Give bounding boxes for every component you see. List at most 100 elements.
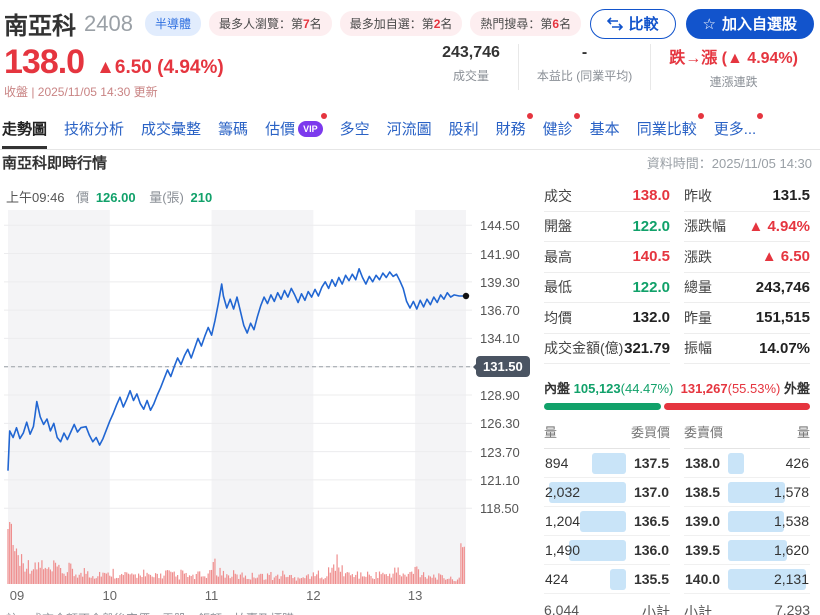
ask-column: 委賣價 量 138.0 426 138.5 1,578 139.0 1,538 139.5 1… xyxy=(684,422,810,615)
y-tick: 144.50 xyxy=(480,218,520,234)
tab-river[interactable]: 河流圖 xyxy=(387,110,432,149)
quote-label: 總量 xyxy=(684,279,712,296)
x-tick: 13 xyxy=(408,588,422,603)
quote-row: 最低 122.0 xyxy=(544,273,670,303)
quote-value: ▲ 4.94% xyxy=(748,217,810,235)
header-stats: 243,746 成交量 - 本益比 (同業平均) 跌→漲 (▲ 4.94%) 連漲連跌 xyxy=(424,44,816,90)
stock-name: 南亞科 xyxy=(4,13,76,40)
quote-value: 243,746 xyxy=(755,278,810,296)
tab-label: 走勢圖 xyxy=(2,121,48,138)
bid-column: 量 委買價 894 137.5 2,032 137.0 1,204 136.5 1,490 1… xyxy=(544,422,670,615)
update-time: 收盤 | 2025/11/05 14:30 更新 xyxy=(4,85,158,99)
ask-qty: 426 xyxy=(785,455,809,471)
notification-dot xyxy=(573,113,580,119)
inner-label: 內盤 xyxy=(544,381,571,396)
quote-value: 122.0 xyxy=(632,217,670,235)
y-tick: 134.10 xyxy=(480,331,520,347)
quote-label: 昨收 xyxy=(684,187,712,204)
bid-volume-bar xyxy=(569,540,626,561)
outer-bar xyxy=(663,403,810,410)
hot-search-tag[interactable]: 熱門搜尋：第6名 xyxy=(470,11,582,36)
quote-label: 最低 xyxy=(544,279,572,296)
bid-row: 2,032 137.0 xyxy=(544,478,670,507)
chart-note: 註：成交金額不含盤後定價、零股、鉅額、拍賣及標購 xyxy=(6,610,536,615)
tab-chips[interactable]: 籌碼 xyxy=(218,110,248,149)
subtotal-label: 小計 xyxy=(642,604,670,615)
tab-label: 同業比較 xyxy=(636,121,697,138)
tab-basic[interactable]: 基本 xyxy=(590,110,620,149)
bid-volume-bar xyxy=(609,569,626,590)
tab-long-short[interactable]: 多空 xyxy=(340,110,370,149)
quote-value: 140.5 xyxy=(632,248,670,266)
industry-tag[interactable]: 半導體 xyxy=(144,11,201,36)
ask-price: 140.0 xyxy=(685,571,721,587)
ask-price: 139.0 xyxy=(685,513,721,529)
quote-row: 昨收 131.5 xyxy=(684,181,810,212)
quote-label: 均價 xyxy=(544,309,572,326)
quote-value: 131.5 xyxy=(772,187,810,205)
tab-technical[interactable]: 技術分析 xyxy=(64,110,124,149)
compare-icon xyxy=(606,16,623,31)
tab-valuation[interactable]: 估價 VIP xyxy=(265,110,327,149)
quote-label: 振幅 xyxy=(684,340,712,357)
tab-peers[interactable]: 同業比較 xyxy=(636,110,704,149)
ask-price-header: 委賣價 xyxy=(684,425,724,440)
tooltip-price: 126.00 xyxy=(95,190,136,205)
ask-price: 138.5 xyxy=(685,484,721,500)
y-tick: 118.50 xyxy=(480,501,519,517)
tab-trend[interactable]: 走勢圖 xyxy=(2,110,48,149)
tab-trades[interactable]: 成交彙整 xyxy=(141,110,201,149)
bid-price: 136.5 xyxy=(633,513,669,529)
y-tick: 128.90 xyxy=(480,388,520,404)
ask-row: 138.0 426 xyxy=(684,449,810,478)
quote-value: 138.0 xyxy=(632,187,670,205)
stat-item: - 本益比 (同業平均) xyxy=(517,44,650,90)
add-watchlist-button[interactable]: ☆ 加入自選股 xyxy=(685,8,814,39)
tab-label: 股利 xyxy=(448,121,479,138)
tab-label: 技術分析 xyxy=(64,121,125,138)
quote-label: 漲跌 xyxy=(684,248,712,265)
quote-value: 151,515 xyxy=(755,309,810,327)
quote-value: 122.0 xyxy=(632,278,670,296)
quote-panel: 成交 138.0 開盤 122.0 最高 140.5 最低 122.0 均價 132.0 成交金額(… xyxy=(536,181,814,615)
notification-dot xyxy=(320,113,327,119)
notification-dot xyxy=(757,113,764,119)
ask-row: 139.0 1,538 xyxy=(684,507,810,536)
compare-button[interactable]: 比較 xyxy=(589,8,676,39)
tooltip-time: 上午09:46 xyxy=(6,190,65,205)
tab-more[interactable]: 更多... xyxy=(713,110,764,149)
ask-subtotal: 7,293 xyxy=(774,602,810,615)
x-tick: 11 xyxy=(205,588,219,603)
header: 南亞科 2408 半導體 最多人瀏覽：第7名 最多加自選：第2名 熱門搜尋：第6名 比… xyxy=(0,0,820,100)
last-price: 138.0 xyxy=(4,43,85,81)
header-tags: 半導體 最多人瀏覽：第7名 最多加自選：第2名 熱門搜尋：第6名 xyxy=(144,11,582,36)
bid-price: 136.0 xyxy=(633,542,669,558)
x-tick: 12 xyxy=(306,588,320,603)
tab-label: 更多... xyxy=(713,121,757,138)
star-icon: ☆ xyxy=(702,15,716,33)
ask-row: 139.5 1,620 xyxy=(684,536,810,565)
x-tick: 10 xyxy=(103,588,117,603)
quote-row: 成交金額(億) 321.79 xyxy=(544,334,670,364)
tab-financial[interactable]: 財務 xyxy=(496,110,533,149)
bid-row: 894 137.5 xyxy=(544,449,670,478)
quote-value: 132.0 xyxy=(632,309,670,327)
tab-dividend[interactable]: 股利 xyxy=(449,110,479,149)
quote-label: 成交 xyxy=(544,187,572,204)
subtotal-label: 小計 xyxy=(684,604,712,615)
stat-item: 243,746 成交量 xyxy=(424,44,518,90)
trend-chart[interactable]: 09 10 11 12 13 144.50 141.90 139.30 136.70 134.1… xyxy=(4,210,536,604)
section-title: 南亞科即時行情 xyxy=(2,155,108,172)
inner-value: 105,123 xyxy=(573,381,621,396)
most-viewed-tag[interactable]: 最多人瀏覽：第7名 xyxy=(208,11,332,36)
quote-row: 漲跌 ▲ 6.50 xyxy=(684,242,810,273)
quote-label: 漲跌幅 xyxy=(684,218,726,235)
most-watchlisted-tag[interactable]: 最多加自選：第2名 xyxy=(339,11,463,36)
ask-qty: 2,131 xyxy=(773,571,809,587)
ask-qty: 1,538 xyxy=(773,513,809,529)
quote-value: 14.07% xyxy=(759,339,810,357)
tab-checkup[interactable]: 健診 xyxy=(543,110,580,149)
bid-qty-header: 量 xyxy=(544,425,558,440)
tooltip-volume-label: 量(張) xyxy=(149,190,184,205)
